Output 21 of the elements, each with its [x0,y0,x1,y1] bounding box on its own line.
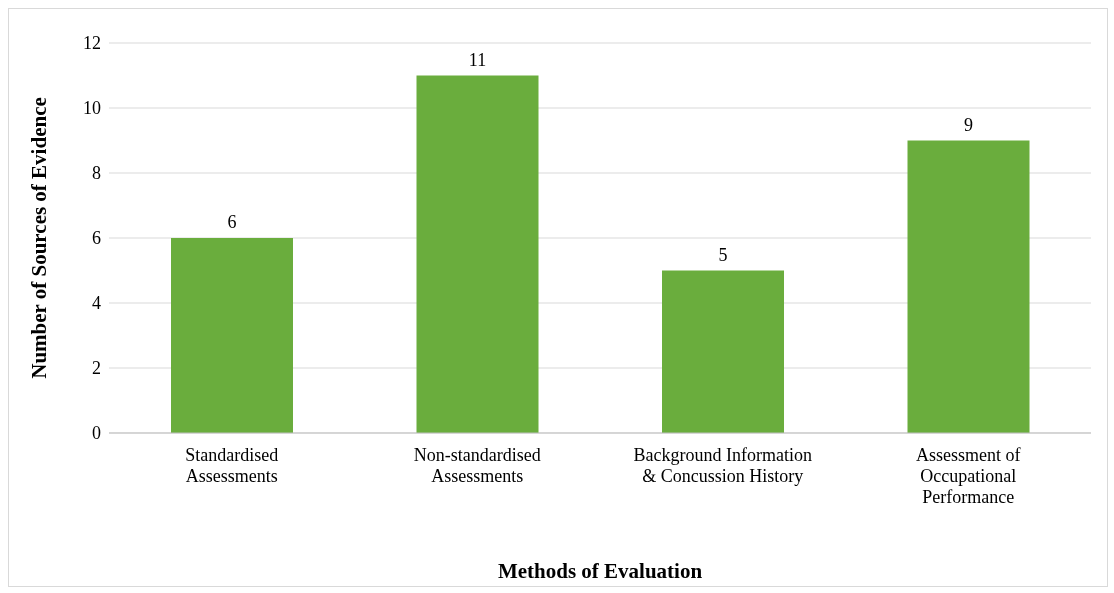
x-tick-label: Standardised Assessments [185,445,279,486]
bar [907,140,1030,433]
data-label: 11 [468,49,487,70]
y-tick-label: 8 [92,163,101,184]
bar [171,238,293,433]
y-tick-label: 6 [92,228,101,249]
x-tick-label: Non-standardised Assessments [413,445,541,486]
bar [662,270,784,433]
y-tick-label: 12 [83,33,101,54]
x-tick-label: Background Information & Concussion History [633,445,812,486]
y-tick-label: 10 [83,98,101,119]
data-label: 5 [718,244,728,265]
data-label: 6 [227,212,237,232]
data-label: 9 [964,114,973,135]
y-tick-label: 2 [92,358,101,379]
y-tick-label: 0 [92,423,101,444]
x-axis-title: Methods of Evaluation [497,559,703,583]
bar [416,75,539,433]
x-tick-label: Assessment of Occupational Performance [916,445,1021,507]
y-axis-title: Number of Sources of Evidence [27,97,52,379]
y-tick-label: 4 [92,293,101,314]
